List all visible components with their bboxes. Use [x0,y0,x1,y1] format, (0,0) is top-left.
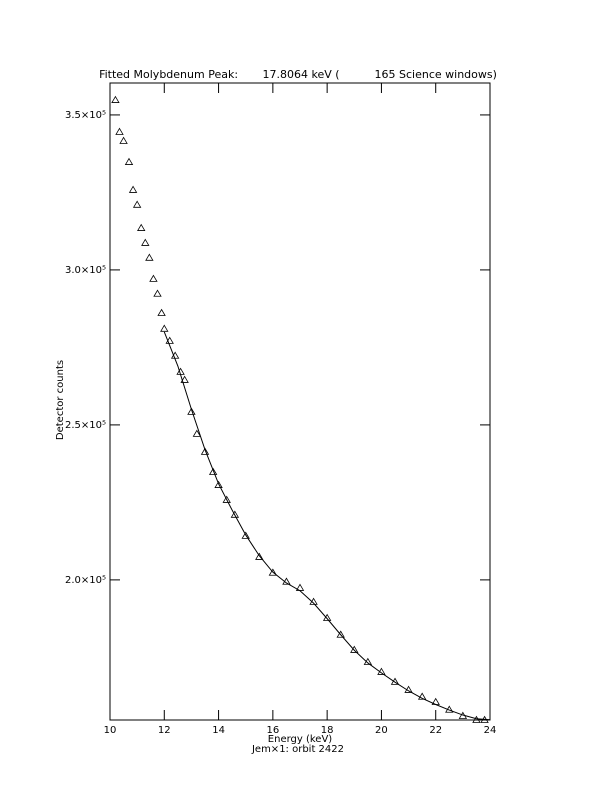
data-point [124,157,134,165]
data-point [111,95,120,103]
x-tick-label: 16 [266,725,279,736]
data-point [200,447,210,455]
x-tick-label: 22 [429,725,442,736]
x-tick-label: 14 [212,725,225,736]
plot-frame [109,82,491,721]
chart-title: Fitted Molybdenum Peak: 17.8064 keV ( 16… [99,68,497,81]
x-axis-label: Energy (keV) [268,734,333,745]
data-point [322,613,332,621]
data-point [137,223,146,231]
x-tick-label: 10 [104,725,117,736]
x-tick-label: 18 [321,725,334,736]
data-point [192,429,202,437]
y-tick-label: 3.0×10⁵ [65,265,106,276]
data-point [222,495,231,503]
fit-line [163,331,491,721]
data-point [208,467,218,475]
data-point [230,510,240,518]
data-point [350,645,359,653]
data-point [472,715,481,723]
data-point [132,200,142,208]
data-point [160,324,169,332]
data-point [268,568,278,576]
subtitle: Jem×1: orbit 2422 [251,744,344,755]
x-tick-label: 12 [158,725,171,736]
data-point [157,308,166,316]
data-point [153,289,162,297]
data-point [141,238,150,246]
y-axis-label: Detector counts [55,360,66,440]
data-point [417,692,427,700]
y-tick-label: 2.5×10⁵ [65,420,106,431]
x-tick-label: 24 [484,725,497,736]
data-point [214,480,223,488]
data-point [241,531,250,539]
data-point [180,375,189,383]
data-point [115,127,124,135]
y-tick-label: 3.5×10⁵ [65,110,106,121]
data-point [145,253,154,261]
y-tick-label: 2.0×10⁵ [65,575,106,586]
data-point [128,185,138,193]
data-point [149,274,158,282]
data-point [187,407,196,415]
data-point [336,630,345,638]
x-tick-label: 20 [375,725,388,736]
data-point [255,552,264,560]
data-point [119,136,128,144]
